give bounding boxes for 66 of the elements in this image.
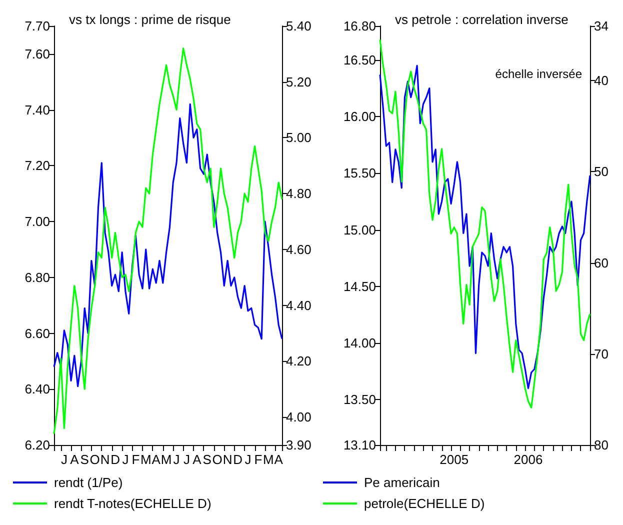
y-tick-label: 6.40 bbox=[24, 382, 50, 397]
chart-title: vs petrole : correlation inverse bbox=[395, 12, 568, 27]
legend-label: Pe americain bbox=[364, 475, 440, 490]
y-tick-label: 16.50 bbox=[343, 52, 376, 68]
y-tick-label: 14.00 bbox=[343, 336, 376, 351]
x-tick-label: M bbox=[262, 452, 274, 467]
y2-tick-label: 4.60 bbox=[286, 242, 312, 257]
annotation: échelle inversée bbox=[495, 67, 582, 81]
legend-label: petrole(ECHELLE D) bbox=[364, 496, 485, 511]
x-tick-label: S bbox=[80, 452, 90, 467]
x-tick-label: F bbox=[132, 452, 140, 467]
x-tick-label: N bbox=[222, 452, 232, 467]
line-series bbox=[53, 103, 283, 388]
y-tick-label: 7.00 bbox=[24, 214, 50, 230]
x-tick-label: F bbox=[254, 452, 262, 467]
x-tick-label: N bbox=[100, 452, 110, 467]
legend-label: rendt T-notes(ECHELLE D) bbox=[54, 496, 212, 511]
x-tick-label: A bbox=[274, 452, 284, 467]
y-tick-label: 6.20 bbox=[24, 438, 50, 452]
x-tick-label: 2006 bbox=[514, 452, 543, 467]
y-tick-label: 7.60 bbox=[24, 46, 50, 62]
line-series bbox=[53, 48, 283, 435]
y2-tick-label: 34 bbox=[594, 18, 608, 34]
y-tick-label: 13.10 bbox=[343, 438, 376, 452]
y2-tick-label: 4.20 bbox=[286, 354, 312, 369]
x-tick-label: D bbox=[233, 452, 242, 467]
x-tick-label: M bbox=[160, 452, 172, 467]
y-tick-label: 14.50 bbox=[343, 278, 376, 294]
y2-tick-label: 70 bbox=[594, 346, 608, 362]
y2-tick-label: 5.40 bbox=[286, 18, 312, 34]
x-tick-label: 2005 bbox=[440, 452, 469, 467]
y2-tick-label: 4.00 bbox=[286, 410, 312, 425]
y-tick-label: 15.00 bbox=[343, 222, 376, 238]
x-tick-label: D bbox=[110, 452, 120, 467]
x-tick-label: A bbox=[70, 452, 80, 467]
y-tick-label: 15.50 bbox=[343, 166, 376, 181]
y-tick-label: 6.60 bbox=[24, 326, 50, 341]
y-tick-label: 6.80 bbox=[24, 270, 50, 285]
x-tick-label: J bbox=[173, 452, 180, 467]
x-tick-label: J bbox=[122, 452, 129, 467]
x-tick-label: J bbox=[183, 452, 190, 467]
x-tick-label: O bbox=[90, 452, 100, 467]
x-tick-label: J bbox=[60, 452, 68, 467]
y-tick-label: 7.40 bbox=[24, 102, 50, 118]
y2-tick-label: 5.00 bbox=[286, 130, 312, 146]
x-tick-label: A bbox=[192, 452, 202, 467]
x-tick-label: S bbox=[202, 452, 212, 467]
chart-title: vs tx longs : prime de risque bbox=[69, 12, 231, 27]
y2-tick-label: 5.20 bbox=[286, 74, 312, 90]
y2-tick-label: 3.90 bbox=[286, 438, 312, 452]
x-tick-label: O bbox=[212, 452, 222, 467]
y2-tick-label: 4.80 bbox=[286, 186, 312, 202]
y2-tick-label: 60 bbox=[594, 255, 608, 270]
y2-tick-label: 4.40 bbox=[286, 298, 312, 313]
y2-tick-label: 80 bbox=[594, 438, 608, 452]
y2-tick-label: 40 bbox=[594, 73, 608, 88]
y-tick-label: 13.50 bbox=[343, 392, 376, 408]
legend-label: rendt (1/Pe) bbox=[54, 475, 123, 490]
y2-tick-label: 50 bbox=[594, 164, 608, 180]
y-tick-label: 7.70 bbox=[24, 18, 50, 34]
x-tick-label: A bbox=[152, 452, 161, 467]
x-tick-label: M bbox=[140, 452, 152, 467]
y-tick-label: 16.00 bbox=[343, 109, 376, 124]
y-tick-label: 16.80 bbox=[343, 18, 376, 34]
x-tick-label: J bbox=[244, 452, 252, 467]
y-tick-label: 7.20 bbox=[24, 158, 50, 174]
